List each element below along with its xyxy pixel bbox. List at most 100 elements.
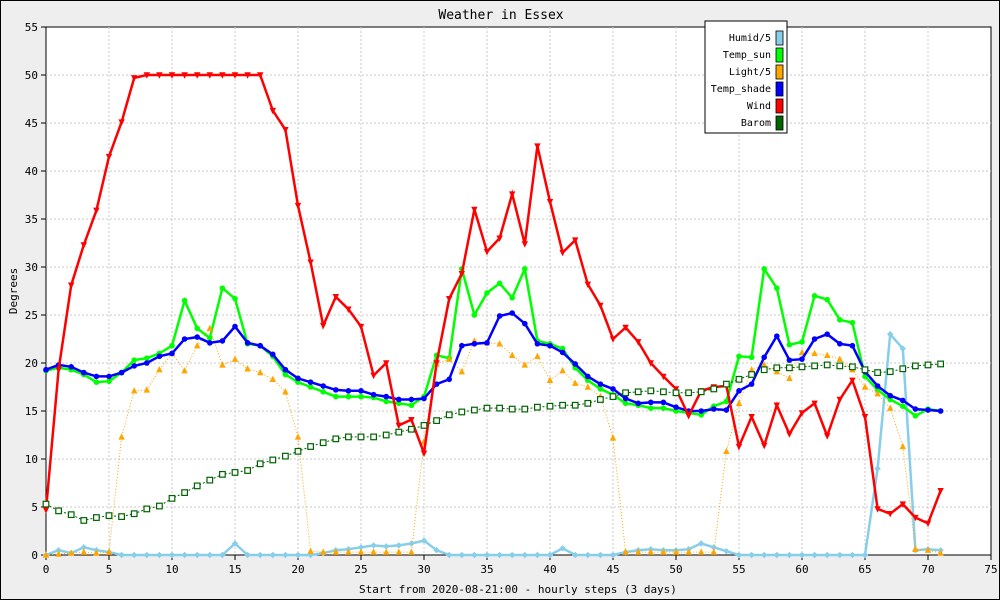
data-point-wind	[761, 442, 768, 450]
x-tick-label: 50	[669, 563, 682, 576]
data-point-temp-sun	[799, 339, 805, 345]
data-point-wind	[446, 295, 453, 303]
data-point-temp-sun	[358, 393, 364, 400]
data-point-humid-5	[761, 551, 768, 559]
legend-box	[704, 20, 788, 134]
data-point-temp-sun	[106, 378, 112, 385]
data-point-light-5	[269, 375, 276, 383]
data-point-temp-shade	[207, 340, 213, 346]
data-point-temp-shade	[900, 397, 906, 404]
legend-label-temp-shade: Temp_shade	[711, 84, 771, 95]
data-point-wind	[773, 402, 780, 409]
series-line-wind	[44, 73, 942, 525]
data-point-temp-sun	[169, 342, 175, 349]
data-point-temp-shade	[610, 386, 616, 392]
data-point-wind	[685, 413, 692, 420]
data-point-light-5	[710, 548, 717, 555]
data-point-temp-shade	[383, 393, 390, 400]
y-axis-label: Degrees	[7, 268, 20, 314]
data-point-humid-5	[395, 542, 402, 549]
data-point-temp-shade	[358, 388, 364, 394]
data-point-light-5	[42, 551, 50, 558]
data-point-humid-5	[483, 551, 491, 559]
data-point-humid-5	[584, 551, 591, 559]
data-point-temp-sun	[723, 398, 730, 405]
data-point-wind	[420, 450, 428, 457]
data-point-temp-shade	[585, 373, 591, 380]
data-point-light-5	[698, 548, 705, 555]
data-point-barom	[244, 467, 252, 474]
data-point-humid-5	[546, 551, 554, 559]
legend-label-temp-sun: Temp_sun	[723, 50, 771, 61]
data-point-wind	[559, 249, 566, 257]
series-humid-5	[42, 331, 944, 559]
data-point-temp-sun	[698, 412, 704, 418]
data-point-temp-sun	[786, 341, 793, 348]
data-point-barom	[345, 433, 352, 441]
data-point-light-5	[924, 546, 932, 553]
y-tick-label: 55	[25, 21, 38, 34]
data-point-humid-5	[55, 547, 62, 554]
data-point-temp-shade	[93, 373, 100, 380]
series-wind	[42, 72, 944, 528]
data-point-light-5	[219, 361, 226, 368]
data-point-temp-sun	[509, 294, 515, 301]
data-point-wind	[912, 514, 919, 522]
data-point-temp-shade	[396, 396, 402, 403]
data-point-light-5	[244, 365, 251, 372]
data-point-humid-5	[80, 544, 87, 551]
data-point-barom	[521, 405, 529, 413]
data-point-light-5	[345, 548, 352, 555]
data-point-wind	[244, 72, 251, 79]
data-point-wind	[924, 520, 932, 528]
data-point-light-5	[307, 547, 314, 554]
y-tick-label: 20	[25, 357, 38, 370]
data-point-light-5	[294, 433, 302, 440]
data-point-barom	[546, 402, 554, 410]
legend-swatch-light-5	[775, 64, 784, 80]
data-point-barom	[193, 482, 201, 490]
x-tick-label: 40	[543, 563, 556, 576]
data-point-light-5	[131, 387, 138, 394]
legend-label-wind: Wind	[747, 101, 771, 112]
data-point-temp-sun	[748, 354, 755, 361]
data-point-temp-sun	[736, 353, 742, 360]
data-point-temp-shade	[547, 342, 553, 349]
data-point-barom	[307, 443, 314, 450]
data-point-humid-5	[786, 551, 793, 559]
data-point-temp-sun	[559, 345, 566, 352]
data-point-barom	[710, 385, 718, 393]
data-point-wind	[395, 422, 402, 430]
legend-label-humid-5: Humid/5	[729, 33, 771, 44]
data-point-barom	[634, 388, 642, 396]
data-point-light-5	[874, 390, 881, 397]
data-point-wind	[370, 372, 377, 380]
data-point-light-5	[408, 548, 415, 555]
data-point-wind	[458, 271, 465, 278]
data-point-wind	[546, 199, 554, 206]
data-point-temp-sun	[824, 296, 830, 303]
data-point-temp-shade	[282, 366, 289, 373]
legend-swatch-wind	[775, 98, 784, 114]
data-point-light-5	[761, 361, 768, 368]
data-point-light-5	[824, 351, 831, 359]
data-point-humid-5	[244, 551, 251, 559]
data-point-humid-5	[420, 537, 428, 544]
legend-swatch-temp-sun	[775, 47, 784, 63]
data-point-temp-shade	[824, 331, 830, 338]
data-point-temp-shade	[43, 366, 49, 373]
legend-swatch-temp-shade	[775, 81, 784, 97]
series-temp-shade	[43, 310, 944, 414]
data-point-humid-5	[509, 551, 516, 559]
data-point-barom	[596, 396, 604, 403]
x-tick-label: 15	[228, 563, 241, 576]
data-point-barom	[357, 433, 365, 441]
data-point-light-5	[231, 355, 239, 362]
data-point-light-5	[357, 548, 365, 555]
y-tick-label: 30	[25, 261, 38, 274]
data-point-temp-sun	[597, 386, 604, 392]
data-point-temp-shade	[484, 340, 490, 346]
data-point-wind	[320, 322, 327, 330]
